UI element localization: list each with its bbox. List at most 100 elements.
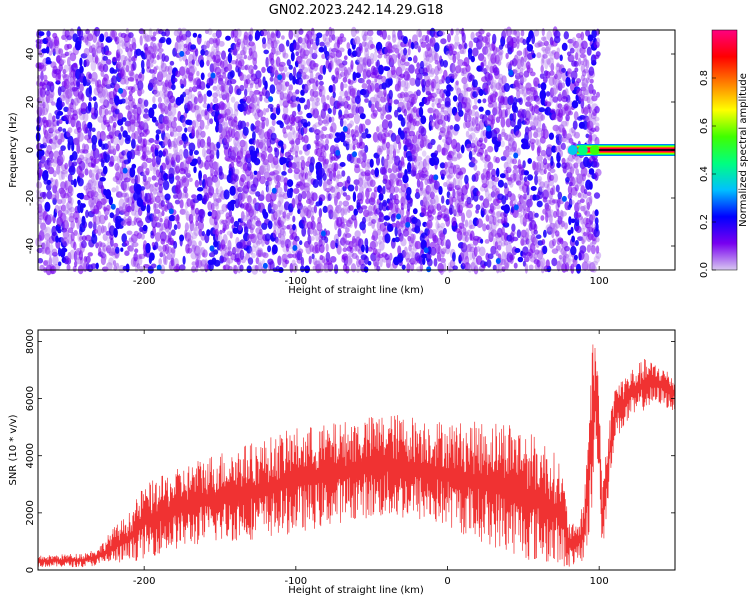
spectrogram-cell: [67, 56, 71, 67]
spectrogram-cell: [369, 158, 374, 168]
spectrogram-cell: [114, 108, 120, 115]
spectrogram-cell: [306, 204, 312, 214]
spectrogram-cell: [571, 100, 579, 109]
spectrogram-cell: [475, 204, 481, 211]
spectrogram-cell: [110, 203, 116, 210]
spectrogram-cell: [192, 224, 198, 232]
spectrogram-cell: [166, 119, 173, 129]
spectrogram-cell: [291, 110, 297, 118]
spectrogram-cell: [50, 177, 54, 183]
spectrogram-cell: [465, 209, 473, 219]
spectrogram-cell: [43, 74, 48, 82]
strong-signal-blob: [577, 145, 588, 155]
spectrogram-cell: [561, 67, 567, 73]
spectrogram-cell: [175, 263, 180, 272]
spectrogram-cell: [354, 184, 359, 192]
spectrogram-cell: [317, 216, 322, 225]
spectrogram-cell: [197, 187, 204, 192]
spectrogram-cell: [78, 154, 85, 161]
spectrogram-cell: [60, 247, 68, 253]
spectrogram-cell: [175, 70, 181, 78]
spectrogram-cell: [159, 90, 163, 98]
spectrogram-cell: [64, 216, 69, 226]
spectrogram-cell: [83, 143, 90, 152]
spectrogram-cell: [535, 234, 542, 239]
spectrogram-cell: [269, 76, 274, 82]
spectrogram-cell: [469, 132, 476, 140]
spectrogram-cell: [476, 218, 484, 229]
spectrogram-cell: [140, 189, 145, 200]
spectrogram-cell: [302, 205, 308, 213]
spectrogram-cell: [126, 205, 132, 213]
spectrogram-cell: [60, 181, 66, 190]
spectrogram-cell: [361, 83, 368, 90]
spectrogram-cell: [595, 51, 601, 57]
spectrogram-cell: [473, 164, 478, 171]
x-tick-label: -200: [133, 276, 156, 287]
spectrogram-cell: [378, 64, 384, 75]
spectrogram-cell: [40, 222, 47, 231]
spectrogram-cell: [414, 218, 421, 229]
spectrogram-cell: [267, 153, 274, 164]
spectrogram-cell: [542, 125, 548, 134]
spectrogram-cell: [324, 236, 329, 244]
spectrogram-cell: [218, 40, 225, 47]
spectrogram-cell: [431, 102, 435, 108]
spectrogram-x-axis-label: Height of straight line (km): [288, 285, 424, 296]
spectrogram-cell: [112, 155, 119, 162]
spectrogram-cell: [76, 78, 80, 87]
spectrogram-cell: [193, 150, 199, 156]
spectrogram-cell: [46, 30, 51, 37]
spectrogram-cell: [167, 65, 173, 75]
spectrogram-cell: [447, 106, 453, 117]
spectrogram-cell: [206, 229, 211, 237]
spectrogram-cell: [134, 73, 139, 82]
spectrogram-cell: [563, 31, 569, 40]
spectrogram-cell: [101, 88, 109, 99]
spectrogram-cell: [513, 204, 519, 211]
spectrogram-cell: [297, 36, 303, 44]
spectrogram-cell: [213, 54, 221, 64]
spectrogram-cell: [154, 203, 159, 210]
spectrogram-cell: [284, 259, 290, 265]
spectrogram-cell: [138, 71, 145, 83]
spectrogram-cell: [376, 265, 381, 272]
spectrogram-cell: [300, 265, 305, 273]
spectrogram-cell: [155, 65, 159, 71]
spectrogram-cell: [279, 121, 284, 129]
spectrogram-cell: [371, 240, 379, 248]
spectrogram-cell: [245, 95, 252, 104]
spectrogram-cell: [412, 208, 418, 215]
spectrogram-cell: [105, 121, 111, 128]
spectrogram-cell: [82, 32, 88, 39]
spectrogram-cell: [420, 115, 427, 125]
spectrogram-cell: [528, 264, 534, 270]
spectrogram-cell: [167, 219, 172, 230]
spectrogram-cell: [312, 62, 319, 68]
spectrogram-cell: [565, 76, 571, 87]
spectrogram-cell: [145, 167, 150, 176]
spectrogram-cell: [40, 70, 44, 82]
spectrogram-cell: [557, 237, 564, 243]
spectrogram-cell: [545, 259, 550, 269]
spectrogram-cell: [208, 185, 215, 196]
spectrogram-cell: [52, 115, 56, 122]
spectrogram-cell: [408, 64, 415, 74]
spectrogram-cell: [425, 34, 430, 44]
spectrogram-cell: [311, 206, 315, 213]
spectrogram-cell: [57, 228, 62, 234]
spectrogram-cell: [79, 83, 84, 92]
spectrogram-cell: [218, 74, 224, 82]
spectrogram-cell: [345, 138, 351, 144]
spectrogram-cell: [39, 149, 45, 157]
spectrogram-cell: [593, 161, 600, 168]
spectrogram-cell: [191, 66, 197, 73]
spectrogram-cell: [352, 191, 357, 202]
spectrogram-cell: [209, 118, 214, 125]
spectrogram-cell: [142, 138, 148, 148]
spectrogram-cell: [243, 54, 247, 60]
spectrogram-cell: [369, 179, 376, 188]
spectrogram-cell: [190, 44, 197, 50]
spectrogram-cell: [62, 219, 69, 231]
spectrogram-cell: [115, 262, 120, 270]
